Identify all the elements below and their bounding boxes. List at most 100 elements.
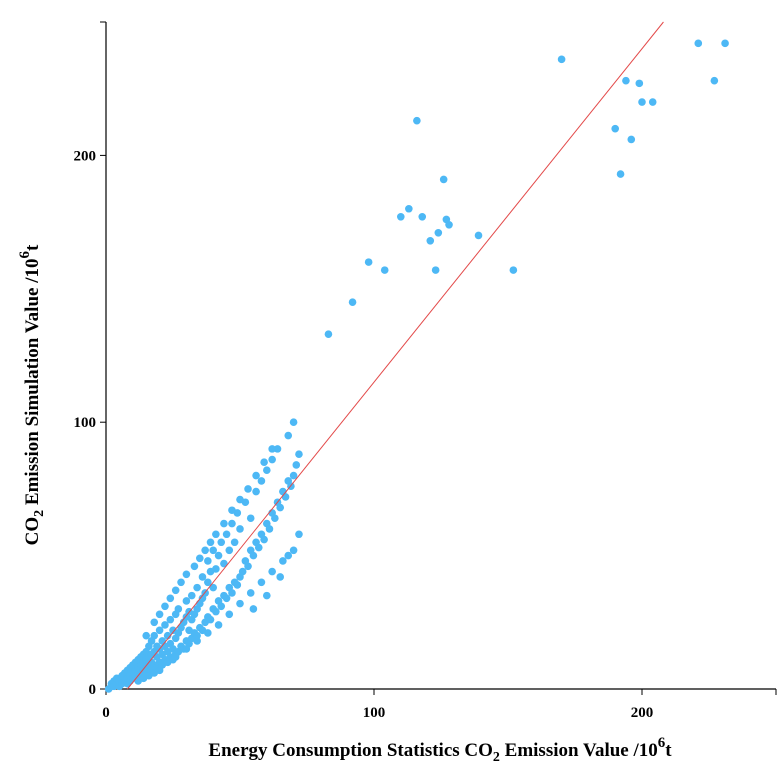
- data-point: [246, 514, 255, 523]
- data-point: [150, 631, 159, 640]
- data-point: [244, 562, 252, 571]
- data-point: [627, 135, 636, 144]
- data-point: [268, 455, 276, 464]
- data-point: [182, 645, 191, 653]
- data-point: [281, 493, 290, 501]
- data-point: [405, 204, 413, 213]
- data-point: [252, 471, 260, 480]
- data-point: [209, 546, 217, 555]
- data-point: [238, 567, 247, 576]
- data-point: [198, 573, 207, 581]
- x-tick-label: 0: [102, 705, 110, 721]
- data-point: [214, 551, 223, 560]
- data-point: [397, 212, 405, 221]
- data-point: [273, 445, 282, 453]
- data-point: [721, 39, 729, 48]
- data-point: [413, 116, 421, 125]
- data-point: [204, 557, 212, 565]
- data-point: [174, 605, 183, 613]
- data-point: [187, 591, 196, 600]
- data-point: [260, 535, 268, 544]
- data-point: [265, 525, 274, 533]
- data-point: [209, 583, 217, 592]
- data-point: [155, 626, 164, 635]
- data-point: [222, 594, 231, 603]
- data-point: [284, 431, 293, 440]
- data-point: [161, 621, 169, 629]
- data-point: [150, 618, 159, 627]
- data-point: [426, 236, 435, 245]
- data-point: [163, 631, 172, 640]
- fit-line: [127, 21, 664, 690]
- data-point: [249, 551, 258, 560]
- data-point: [268, 445, 276, 453]
- data-point: [295, 530, 303, 539]
- data-point: [276, 503, 285, 512]
- data-point: [295, 450, 303, 459]
- data-point: [252, 487, 260, 496]
- data-point: [233, 581, 242, 589]
- data-point: [324, 330, 333, 338]
- data-point: [611, 124, 619, 133]
- y-tick-label: 100: [74, 415, 97, 431]
- data-point: [155, 610, 164, 619]
- data-point: [228, 519, 236, 528]
- data-point: [289, 546, 298, 555]
- data-point: [236, 495, 244, 504]
- data-point: [204, 629, 212, 637]
- data-point: [474, 231, 483, 240]
- data-point: [431, 266, 440, 274]
- data-point: [257, 477, 266, 485]
- data-point: [439, 175, 448, 184]
- data-point: [171, 653, 180, 661]
- data-point: [276, 573, 285, 581]
- data-point: [201, 546, 209, 555]
- y-axis-label: CO2 Emission Simulation Value /106t: [17, 244, 47, 545]
- data-point: [228, 506, 236, 515]
- data-point: [244, 485, 252, 493]
- data-point: [289, 471, 298, 480]
- data-point: [217, 538, 226, 547]
- data-point: [284, 551, 293, 560]
- data-point: [214, 621, 223, 629]
- data-point: [268, 567, 276, 576]
- data-point: [212, 530, 220, 539]
- data-point: [445, 220, 453, 229]
- data-point: [217, 602, 226, 611]
- data-point: [254, 543, 263, 552]
- data-point: [166, 594, 175, 603]
- data-point: [212, 565, 220, 573]
- data-point: [196, 554, 204, 563]
- data-point: [171, 586, 180, 595]
- y-tick-label: 0: [89, 682, 97, 698]
- data-point: [263, 466, 271, 475]
- data-point: [220, 519, 228, 528]
- data-point: [166, 615, 175, 624]
- data-point: [249, 605, 258, 613]
- data-point: [348, 298, 357, 306]
- data-point: [622, 76, 630, 85]
- data-point: [177, 578, 185, 587]
- data-point: [557, 55, 566, 64]
- data-point: [193, 583, 201, 592]
- data-point: [222, 530, 231, 539]
- axis-ticks: 0 100 200 0 100 200: [74, 148, 654, 721]
- data-point: [206, 615, 215, 624]
- x-axis-label: Energy Consumption Statistics CO2 Emissi…: [208, 735, 672, 765]
- data-point: [182, 570, 191, 579]
- data-point: [364, 258, 373, 266]
- data-point: [694, 39, 703, 48]
- data-point: [418, 212, 427, 221]
- data-point: [206, 538, 215, 547]
- data-point: [190, 562, 199, 571]
- data-point: [236, 599, 244, 608]
- data-point: [638, 98, 646, 106]
- data-point: [710, 76, 719, 85]
- data-point: [161, 602, 169, 611]
- data-point: [193, 637, 201, 645]
- data-point: [263, 591, 271, 600]
- data-point: [236, 525, 244, 533]
- data-point: [212, 607, 220, 616]
- data-points: [104, 39, 729, 693]
- data-point: [509, 266, 518, 274]
